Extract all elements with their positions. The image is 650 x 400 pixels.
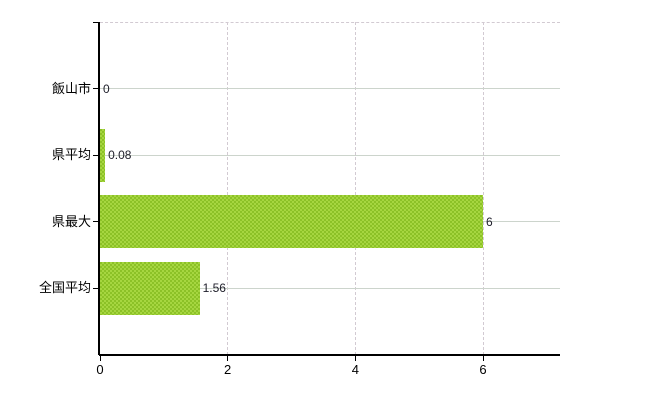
vertical-gridline xyxy=(354,22,356,355)
category-label: 飯山市 xyxy=(51,80,91,96)
y-axis-tick xyxy=(93,287,100,289)
value-label: 0.08 xyxy=(108,148,132,163)
y-axis-tick xyxy=(93,154,100,156)
y-axis-tick xyxy=(93,88,100,90)
x-axis-tick xyxy=(227,355,229,361)
bar-全国平均 xyxy=(100,261,200,315)
vertical-gridline xyxy=(227,22,229,355)
y-axis-line xyxy=(98,22,100,355)
value-label: 6 xyxy=(486,214,493,229)
x-tick-label: 0 xyxy=(96,362,104,377)
plot-top-border xyxy=(100,22,560,23)
category-label: 県平均 xyxy=(51,147,91,163)
horizontal-gridline xyxy=(100,88,560,90)
value-label: 0 xyxy=(103,81,110,96)
plot-area: 0 0.08 6 1.56 xyxy=(100,22,560,355)
x-tick-label: 4 xyxy=(351,362,359,377)
horizontal-gridline xyxy=(100,287,560,289)
x-axis-tick xyxy=(99,355,101,361)
category-label: 県最大 xyxy=(51,213,91,229)
y-axis-top-tick xyxy=(93,21,100,23)
horizontal-gridline xyxy=(100,154,560,156)
x-tick-label: 6 xyxy=(479,362,487,377)
bar-県平均 xyxy=(100,128,106,182)
x-axis-tick xyxy=(482,355,484,361)
y-axis-tick xyxy=(93,221,100,223)
x-axis-tick xyxy=(354,355,356,361)
value-label: 1.56 xyxy=(202,281,226,296)
category-label: 全国平均 xyxy=(38,280,91,296)
bar-県最大 xyxy=(100,195,483,249)
x-tick-label: 2 xyxy=(224,362,232,377)
x-axis-line xyxy=(99,354,560,356)
vertical-gridline xyxy=(482,22,484,355)
